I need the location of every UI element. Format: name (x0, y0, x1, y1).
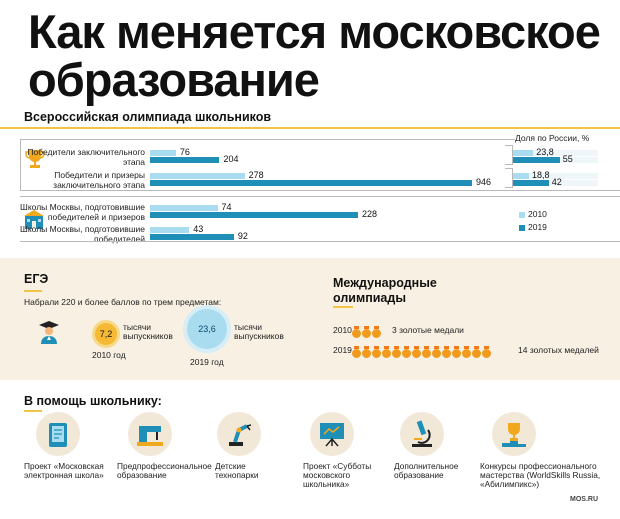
bar-2019-row-1 (150, 180, 472, 186)
ege-2019-value-circle: 23,6 (183, 305, 231, 353)
gold-medal-icon (432, 346, 441, 358)
bar-2010-row-2 (150, 205, 218, 211)
help-item-label: Дополнительное образование (394, 461, 459, 480)
share-track-2010-row-1 (513, 173, 598, 179)
share-bracket (505, 145, 513, 165)
share-track-2010-row-0 (513, 150, 598, 156)
trophy-icon (492, 412, 536, 456)
legend-swatch-2010 (519, 212, 525, 218)
help-item-label: Конкурсы профессионального мастерства (W… (480, 461, 601, 489)
value-label-2019-row-3: 92 (237, 231, 248, 241)
ege-subtitle: Набрали 220 и более баллов по трем предм… (24, 297, 222, 307)
presentation-board-icon (310, 412, 354, 456)
intl-year-2010: 2010 (333, 325, 352, 335)
intl-text-2010: 3 золотые медали (392, 325, 464, 335)
ege-underline (24, 290, 42, 292)
school-icon (22, 209, 46, 236)
gold-medal-icon (462, 346, 471, 358)
bar-2010-row-0 (150, 150, 176, 156)
international-heading: Международные олимпиады (333, 276, 437, 305)
share-label-2010-row-0: 23,8 (536, 147, 554, 157)
gold-medal-icon (472, 346, 481, 358)
schools-frame (20, 196, 620, 242)
gold-medal-icon (392, 346, 401, 358)
row-label-winners-prizewinners: Победители и призеры заключительного эта… (53, 170, 145, 190)
ege-2010-unit: тысячи выпускников (123, 322, 173, 341)
tablet-icon (36, 412, 80, 456)
ege-2019-year: 2019 год (190, 357, 224, 367)
international-underline (333, 306, 353, 308)
intl-year-2019: 2019 (333, 345, 352, 355)
gold-medal-icon (352, 326, 361, 338)
value-label-2010-row-3: 43 (193, 224, 204, 234)
bar-2010-row-1 (150, 173, 245, 179)
share-bar-2019-row-1 (513, 180, 549, 186)
frame-top-line (20, 139, 515, 140)
gold-medal-icon (362, 326, 371, 338)
gold-medal-icon (352, 346, 361, 358)
section-divider (0, 127, 620, 129)
ege-2010-value-circle: 7,2 (92, 320, 120, 348)
gold-medal-icon (412, 346, 421, 358)
gold-medal-icon (482, 346, 491, 358)
help-item-label: Проект «Московская электронная школа» (24, 461, 104, 480)
value-label-2019-row-0: 204 (223, 154, 239, 164)
row-label-schools-winners-prizewinners: Школы Москвы, подготовившие победителей … (20, 202, 145, 222)
gold-medal-icon (372, 346, 381, 358)
value-label-2010-row-2: 74 (221, 202, 232, 212)
legend-label-2019: 2019 (528, 222, 547, 232)
gold-medal-icon (452, 346, 461, 358)
medals-2019 (352, 345, 492, 363)
value-label-2019-row-1: 946 (476, 177, 492, 187)
share-label-2019-row-0: 55 (562, 154, 573, 164)
footer-logo-text: MOS.RU (570, 496, 598, 503)
frame-bottom-line (20, 190, 620, 191)
results-section (0, 258, 620, 380)
page-title: Как меняется московское образование (28, 5, 601, 106)
robot-arm-icon (217, 412, 261, 456)
gold-medal-icon (382, 346, 391, 358)
legend-label-2010: 2010 (528, 209, 547, 219)
gold-medal-icon (372, 326, 381, 338)
bar-2019-row-2 (150, 212, 358, 218)
microscope-icon (400, 412, 444, 456)
share-bar-2019-row-0 (513, 157, 560, 163)
value-label-2019-row-2: 228 (362, 209, 378, 219)
bar-2010-row-3 (150, 227, 190, 233)
olympiad-heading: Всероссийская олимпиада школьников (24, 110, 272, 124)
bar-2019-row-3 (150, 234, 234, 240)
trophy-icon (24, 148, 46, 175)
share-bar-2010-row-0 (513, 150, 534, 156)
help-heading: В помощь школьнику: (24, 394, 162, 408)
gold-medal-icon (362, 346, 371, 358)
gold-medal-icon (402, 346, 411, 358)
frame-left-line (20, 139, 21, 191)
gold-medal-icon (442, 346, 451, 358)
graduate-icon (38, 320, 60, 349)
value-label-2010-row-1: 278 (248, 170, 264, 180)
help-item-label: Предпрофессиональное образование (117, 461, 212, 480)
legend-swatch-2019 (519, 225, 525, 231)
bar-2019-row-0 (150, 157, 220, 163)
help-item-label: Проект «Субботы московского школьника» (303, 461, 372, 489)
share-label-2019-row-1: 42 (551, 177, 562, 187)
ege-2010-year: 2010 год (92, 350, 126, 360)
sewing-machine-icon (128, 412, 172, 456)
row-label-winners: Победители заключительного этапа (27, 147, 145, 167)
intl-text-2019: 14 золотых медалей (518, 345, 599, 355)
help-underline (24, 410, 42, 412)
help-item-label: Детские технопарки (215, 461, 259, 480)
share-heading: Доля по России, % (515, 133, 590, 143)
share-track-2019-row-1 (513, 180, 598, 186)
medals-2010 (352, 325, 382, 343)
ege-2019-unit: тысячи выпускников (234, 322, 284, 341)
share-bracket (505, 168, 513, 188)
ege-heading: ЕГЭ (24, 272, 49, 286)
share-label-2010-row-1: 18,8 (531, 170, 550, 180)
olympiad-bar-chart: 76 204 278 946 74 228 43 92 23,8 55 18,8 42 (150, 147, 598, 241)
share-bar-2010-row-1 (513, 173, 529, 179)
row-label-schools-winners: Школы Москвы, подготовившие победителей (20, 224, 145, 244)
value-label-2010-row-0: 76 (179, 147, 190, 157)
gold-medal-icon (422, 346, 431, 358)
